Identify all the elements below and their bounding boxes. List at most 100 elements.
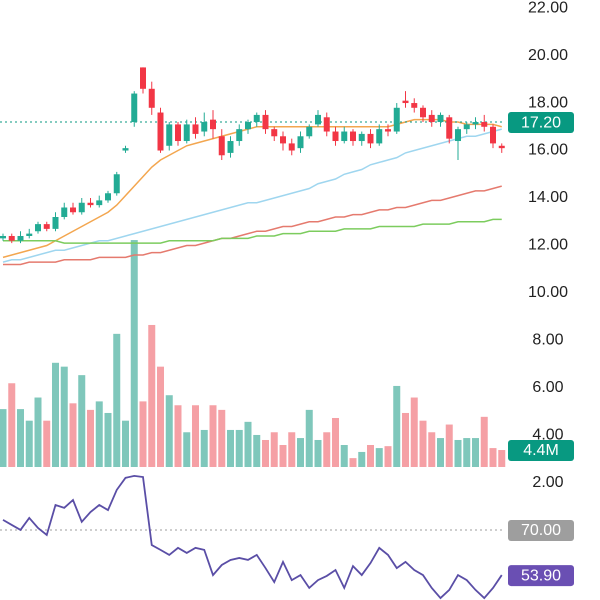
candle-body — [323, 117, 330, 132]
volume-badge-label: 4.4M — [523, 442, 559, 459]
candle-body — [140, 67, 146, 89]
price-badge-label: 17.20 — [521, 114, 561, 131]
volume-bar — [165, 395, 173, 467]
volume-bar — [402, 412, 409, 467]
candle-body — [455, 129, 461, 142]
candle-body — [402, 100, 409, 104]
candle-body — [341, 131, 348, 142]
volume-bar — [183, 432, 191, 467]
candle-body — [61, 207, 68, 217]
candle-body — [78, 202, 85, 213]
volume-bar — [104, 412, 112, 467]
volume-bar — [428, 432, 436, 467]
volume-bar — [130, 240, 138, 467]
volume-bar — [305, 409, 313, 467]
candles — [0, 67, 505, 244]
volume-bar — [323, 432, 331, 467]
candle-body — [280, 136, 286, 144]
candle-body — [306, 126, 313, 137]
candle-body — [367, 133, 374, 144]
candle-body — [463, 124, 470, 130]
candle-body — [385, 129, 391, 132]
candle-body — [8, 235, 15, 241]
volume-bar — [297, 438, 304, 467]
y-tick-label: 16.00 — [528, 142, 568, 159]
candle-body — [420, 107, 426, 118]
candle-body — [35, 224, 41, 232]
y-tick-label: 14.00 — [528, 189, 568, 206]
rsi-level-badge-label: 70.00 — [521, 522, 561, 539]
volume-bar — [314, 439, 322, 467]
y-tick-label: 12.00 — [528, 237, 568, 254]
volume-bar — [17, 409, 24, 467]
candle-body — [192, 124, 199, 134]
y-tick-label: 20.00 — [528, 47, 568, 64]
candle-body — [262, 114, 269, 130]
volume-bar — [489, 448, 497, 467]
volume-bar — [0, 409, 7, 467]
volume-bar — [235, 429, 243, 467]
volume-bar — [253, 434, 261, 467]
volume-bar — [69, 403, 77, 467]
volume-bar — [192, 405, 199, 467]
candle-body — [26, 233, 33, 236]
volume-pane — [0, 240, 506, 467]
volume-bar — [209, 405, 217, 467]
volume-bar — [200, 429, 208, 467]
rsi-badge — [508, 565, 574, 587]
volume-bar — [52, 362, 59, 467]
candle-body — [236, 129, 243, 142]
rsi-level-badge — [508, 519, 574, 541]
volume-bar — [139, 401, 147, 467]
volume-bar — [332, 417, 339, 467]
candle-body — [87, 202, 94, 206]
candle-body — [210, 119, 216, 130]
candle-body — [43, 224, 50, 229]
badges: 17.20 4.4M 70.00 53.90 — [508, 112, 574, 587]
moving-average-line — [3, 185, 502, 266]
volume-bar — [174, 405, 182, 467]
volume-bar — [410, 397, 418, 467]
candle-body — [227, 141, 234, 153]
candle-body — [183, 124, 190, 142]
candle-body — [253, 114, 260, 123]
y-tick-label: 6.00 — [532, 379, 563, 396]
volume-badge — [508, 440, 574, 462]
candle-body — [0, 235, 6, 239]
y-tick-label: 4.00 — [532, 427, 563, 444]
volume-bar — [157, 366, 164, 467]
moving-average-line — [2, 118, 502, 259]
rsi-line — [2, 474, 503, 600]
rsi-pane — [0, 474, 505, 600]
candle-body — [201, 122, 208, 132]
volume-bar — [8, 383, 16, 467]
candle-body — [131, 93, 138, 123]
candle-body — [437, 114, 444, 123]
volume-bar — [498, 450, 506, 467]
volume-bar — [463, 438, 471, 467]
candle-body — [490, 126, 496, 144]
candle-body — [245, 122, 251, 130]
moving-averages — [0, 118, 505, 266]
candle-body — [157, 112, 164, 151]
moving-average-line — [2, 128, 502, 263]
volume-bar — [454, 439, 462, 467]
candle-body — [96, 200, 103, 206]
price-badge — [508, 112, 574, 134]
volume-bar — [367, 445, 374, 467]
volume-bar — [358, 451, 366, 467]
volume-bar — [480, 416, 488, 467]
candle-body — [297, 136, 304, 149]
volume-bar — [218, 409, 226, 467]
candle-body — [122, 148, 129, 151]
candle-body — [481, 122, 488, 127]
volume-bar — [113, 333, 121, 467]
volume-bar — [349, 458, 357, 467]
volume-bar — [279, 445, 287, 467]
y-tick-label: 8.00 — [532, 332, 563, 349]
volume-bar — [437, 438, 444, 467]
candle-body — [350, 131, 356, 142]
y-tick-label: 2.00 — [532, 474, 563, 491]
